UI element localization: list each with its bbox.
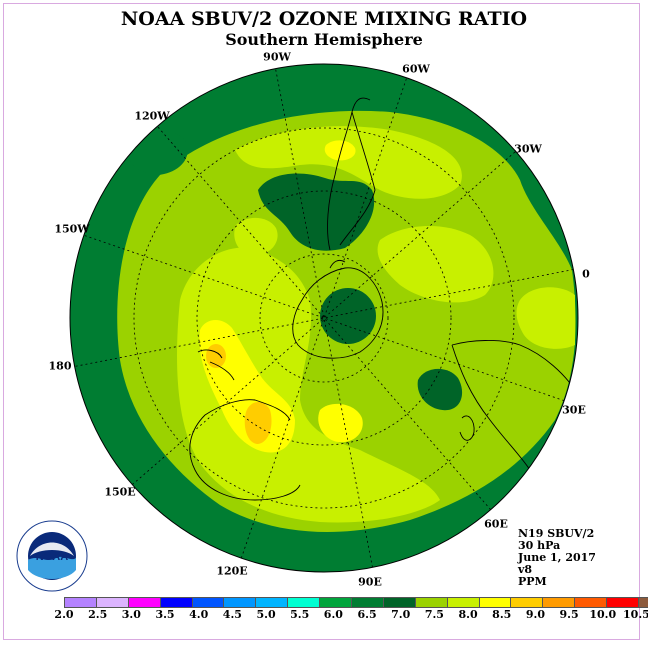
- colorbar-tick-label: 2.0: [54, 608, 74, 621]
- colorbar-cell: [319, 597, 352, 608]
- colorbar-cell: [255, 597, 288, 608]
- colorbar-cell: [159, 597, 192, 608]
- colorbar-cell: [510, 597, 543, 608]
- colorbar-cell: [414, 597, 447, 608]
- colorbar-tick-label: 8.5: [492, 608, 512, 621]
- map-title: NOAA SBUV/2 OZONE MIXING RATIO: [120, 8, 528, 30]
- ozone-band-8-0-north: [235, 126, 462, 199]
- colorbar-cell: [446, 597, 479, 608]
- colorbar-tick-label: 7.0: [391, 608, 411, 621]
- colorbar-tick-label: 5.0: [256, 608, 276, 621]
- colorbar-cell: [191, 597, 224, 608]
- colorbar-cell: [287, 597, 320, 608]
- new-zealand-coast: [197, 349, 235, 381]
- colorbar-tick-label: 9.5: [559, 608, 579, 621]
- colorbar-tick-label: 9.0: [525, 608, 545, 621]
- africa-coast: [451, 340, 576, 471]
- info-units: PPM: [518, 575, 547, 588]
- colorbar-cell: [638, 597, 648, 608]
- lon-label-120w: 120W: [134, 109, 170, 123]
- colorbar-cell: [574, 597, 607, 608]
- lon-label-180: 180: [48, 359, 72, 373]
- colorbar-tick-label: 6.5: [357, 608, 377, 621]
- colorbar-tick-label: 2.5: [88, 608, 108, 621]
- coastlines: [189, 97, 576, 501]
- map-subtitle: Southern Hemisphere: [225, 30, 423, 49]
- info-date: June 1, 2017: [518, 551, 596, 564]
- lon-label-90w: 90W: [263, 50, 291, 64]
- lon-label-0: 0: [582, 267, 590, 281]
- colorbar-labels: 2.0 2.5 3.0 3.5 4.0 4.5 5.0 5.5 6.0 6.5 7.0 7.5 8.0 8…: [0, 608, 648, 622]
- colorbar-cell: [64, 597, 96, 608]
- lon-label-30e: 30E: [562, 403, 586, 417]
- info-version: v8: [518, 563, 533, 576]
- ozone-high-west: [129, 131, 188, 175]
- colorbar-tick-label: 4.5: [222, 608, 242, 621]
- lon-label-60w: 60W: [402, 62, 430, 76]
- ozone-low-south-america: [258, 173, 375, 251]
- ozone-band-8-0-main: [177, 247, 440, 523]
- australia-coast: [189, 399, 301, 501]
- south-america-coast: [327, 97, 376, 251]
- ozone-band-8-0-zero: [516, 287, 575, 349]
- ozone-band-8-0-left: [234, 217, 278, 256]
- colorbar-tick-label: 10.0: [589, 608, 617, 621]
- lon-label-90e: 90E: [358, 575, 382, 589]
- colorbar-tick-label: 7.5: [424, 608, 444, 621]
- ozone-band-8-5-north: [324, 140, 356, 161]
- colorbar: [64, 597, 648, 608]
- logo-text: NOAA: [36, 551, 68, 563]
- colorbar-tick-label: 3.5: [155, 608, 175, 621]
- ozone-band-9-0: [244, 401, 272, 444]
- colorbar-tick-label: 4.0: [189, 608, 209, 621]
- colorbar-cell: [382, 597, 415, 608]
- ozone-low-pole: [320, 288, 376, 344]
- colorbar-cell: [478, 597, 511, 608]
- antarctica-coast: [292, 259, 384, 359]
- colorbar-cell: [223, 597, 256, 608]
- lon-label-30w: 30W: [514, 142, 542, 156]
- lon-label-150e: 150E: [104, 485, 136, 499]
- colorbar-tick-label: 8.0: [458, 608, 478, 621]
- map-boundary: [69, 63, 579, 573]
- lon-label-120e: 120E: [216, 564, 248, 578]
- info-level: 30 hPa: [518, 539, 561, 552]
- colorbar-tick-label: 6.0: [323, 608, 343, 621]
- ozone-low-africa: [417, 368, 463, 411]
- colorbar-cell: [542, 597, 575, 608]
- page-frame: [3, 3, 640, 640]
- noaa-logo: NOAA: [16, 520, 88, 592]
- colorbar-tick-label: 3.0: [121, 608, 141, 621]
- lon-label-150w: 150W: [54, 222, 90, 236]
- colorbar-tick-label: 5.5: [290, 608, 310, 621]
- lon-label-60e: 60E: [484, 517, 508, 531]
- colorbar-tick-label: 10.5: [623, 608, 648, 621]
- colorbar-cell: [127, 597, 160, 608]
- madagascar-coast: [459, 415, 475, 441]
- ozone-band-8-5-south: [318, 403, 363, 443]
- ozone-band-8-0-east: [377, 225, 494, 303]
- info-instrument: N19 SBUV/2: [518, 527, 595, 540]
- colorbar-cell: [606, 597, 639, 608]
- colorbar-cell: [95, 597, 128, 608]
- colorbar-cell: [351, 597, 383, 608]
- info-block: N19 SBUV/2 30 hPa June 1, 2017 v8 PPM: [518, 528, 596, 588]
- latitude-circles: [133, 127, 515, 509]
